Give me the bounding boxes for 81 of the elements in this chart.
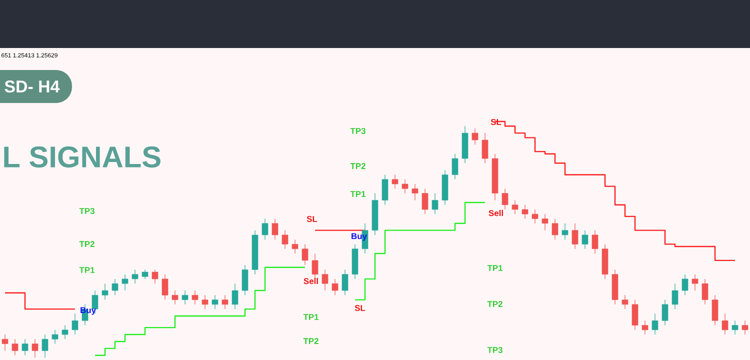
- candlestick: [432, 192, 438, 214]
- candlestick: [682, 274, 688, 296]
- candlestick: [732, 320, 738, 335]
- annotation: TP2: [350, 163, 366, 169]
- candlestick: [102, 283, 108, 300]
- candlestick: [582, 230, 588, 250]
- candlestick: [302, 244, 308, 266]
- candlestick: [112, 278, 118, 296]
- candlestick: [532, 209, 538, 224]
- candlestick: [322, 269, 328, 291]
- annotation: TP3: [350, 128, 366, 134]
- candlestick: [722, 313, 728, 335]
- annotation: TP2: [79, 241, 94, 247]
- annotation: TP1: [303, 314, 319, 320]
- candlestick: [122, 274, 128, 291]
- candlestick: [142, 269, 148, 280]
- candlestick: [192, 290, 198, 305]
- candlestick: [652, 313, 658, 335]
- candlestick: [202, 294, 208, 310]
- candlestick: [62, 324, 68, 340]
- candlestick: [282, 230, 288, 250]
- candlestick: [272, 218, 278, 240]
- candlestick: [52, 330, 58, 344]
- chart-subtitle: SD- H4: [4, 80, 60, 92]
- candlestick: [512, 200, 518, 214]
- candlestick: [562, 223, 568, 240]
- candlestick: [502, 188, 508, 210]
- candlestick: [2, 334, 8, 352]
- candlestick: [382, 174, 388, 206]
- candlestick: [42, 334, 48, 358]
- candlestick: [212, 294, 218, 310]
- candlestick: [242, 264, 248, 296]
- candlestick: [712, 294, 718, 326]
- candlestick: [22, 338, 28, 356]
- candlestick: [522, 204, 528, 220]
- candlestick: [12, 338, 18, 356]
- candlestick: [152, 269, 158, 284]
- candlestick: [542, 214, 548, 231]
- annotation: Sell: [304, 278, 318, 284]
- annotation: TP1: [79, 267, 95, 273]
- candlestick: [172, 290, 178, 305]
- candlestick: [472, 128, 478, 145]
- candlestick: [672, 283, 678, 310]
- annotation: SL: [306, 216, 318, 222]
- candlestick: [552, 218, 558, 240]
- annotation: TP2: [487, 301, 502, 307]
- candlestick: [132, 269, 138, 284]
- candlestick: [72, 313, 78, 335]
- candlestick: [32, 338, 38, 358]
- candlestick: [482, 132, 488, 164]
- candlestick: [312, 253, 318, 280]
- candlestick: [632, 299, 638, 330]
- candlestick: [292, 239, 298, 254]
- candlestick: [422, 188, 428, 214]
- candlestick: [232, 283, 238, 310]
- annotation: SL: [354, 305, 366, 311]
- annotation: TP3: [79, 208, 94, 214]
- annotation: TP1: [487, 265, 503, 271]
- candlestick: [452, 154, 458, 180]
- candlestick: [342, 269, 348, 296]
- annotation: Sell: [488, 210, 503, 216]
- candlestick: [702, 278, 708, 305]
- candlestick: [412, 184, 418, 201]
- candlestick: [622, 294, 628, 310]
- annotation: TP2: [303, 338, 318, 344]
- candlestick: [182, 290, 188, 305]
- candlestick: [162, 274, 168, 300]
- annotation: TP3: [487, 347, 502, 354]
- candlestick: [692, 274, 698, 291]
- candlestick: [572, 223, 578, 250]
- candlestick: [392, 174, 398, 189]
- candlestick: [222, 294, 228, 310]
- annotation: TP1: [350, 191, 366, 197]
- text: L SIGNALS: [4, 146, 160, 168]
- candlestick: [332, 278, 338, 296]
- candlestick: [262, 218, 268, 240]
- candlestick: [592, 230, 598, 254]
- candlestick: [742, 320, 748, 335]
- candlestick: [402, 179, 408, 194]
- candlestick: [642, 320, 648, 335]
- candlestick: [662, 299, 668, 326]
